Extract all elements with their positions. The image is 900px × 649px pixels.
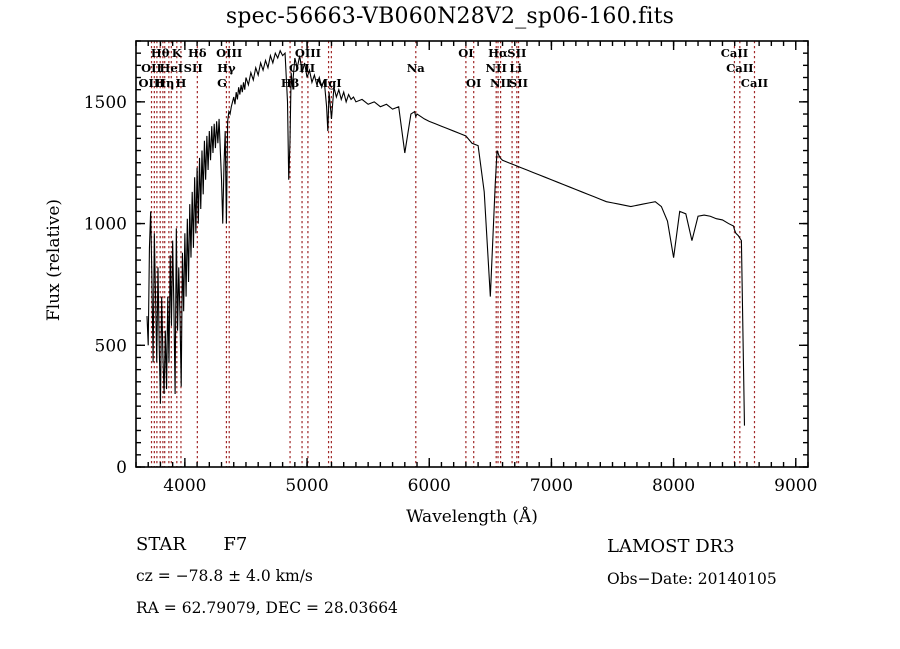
y-tick-label: 500	[95, 336, 127, 356]
y-tick-label: 1500	[84, 93, 127, 113]
line-id-label: OI	[458, 46, 473, 60]
line-id-label: Hθ	[151, 46, 170, 60]
line-id-label: SII	[184, 61, 203, 75]
line-id-label: K	[172, 46, 183, 60]
line-id-label: CaII	[741, 76, 768, 90]
line-id-label: SII	[507, 46, 526, 60]
footer-info: STAR F7 cz = −78.8 ± 4.0 km/s RA = 62.79…	[0, 0, 900, 617]
redshift-velocity: cz = −78.8 ± 4.0 km/s	[136, 567, 313, 585]
line-id-label: OIII	[295, 46, 321, 60]
observation-date: Obs−Date: 20140105	[607, 570, 777, 588]
line-id-label: Hγ	[217, 61, 236, 75]
line-id-label: CaII	[721, 46, 748, 60]
spectral-class: F7	[223, 534, 248, 555]
y-axis-label: Flux (relative)	[44, 198, 64, 322]
x-tick-label: 8000	[652, 476, 695, 496]
line-id-label: HeI	[160, 61, 184, 75]
line-id-label: CaII	[726, 61, 753, 75]
line-marker-group	[150, 41, 756, 467]
line-id-label: NII	[486, 61, 507, 75]
line-id-label: H	[176, 76, 187, 90]
y-tick-label: 1000	[84, 215, 127, 235]
object-summary: STAR F7	[136, 534, 247, 555]
line-id-label: OI	[466, 76, 481, 90]
line-id-label: NII	[490, 76, 511, 90]
axis-frame	[135, 40, 809, 468]
x-tick-label: 9000	[774, 476, 817, 496]
x-axis-label: Wavelength (Å)	[406, 507, 538, 527]
line-id-label: OIII	[138, 76, 164, 90]
line-id-label: Hα	[488, 46, 508, 60]
line-id-label: G	[217, 76, 227, 90]
survey-name: LAMOST DR3	[607, 536, 735, 557]
line-id-label: OIII	[216, 46, 242, 60]
line-id-label: Na	[407, 61, 426, 75]
line-id-label: OIII	[289, 61, 315, 75]
y-tick-label: 0	[116, 458, 127, 478]
x-tick-label: 5000	[285, 476, 328, 496]
line-id-label: MgI	[315, 76, 341, 90]
plot-area: 4000 5000 6000 7000 8000 9000 0 500 1000 1500 Hθ…	[84, 40, 817, 496]
line-id-label: Hβ	[281, 76, 300, 90]
page-title: spec-56663-VB060N28V2_sp06-160.fits	[225, 4, 675, 29]
y-tick-labels: 0 500 1000 1500	[84, 93, 127, 478]
x-tick-label: 6000	[408, 476, 451, 496]
spectrum-trace	[146, 49, 746, 426]
x-tick-label: 7000	[530, 476, 573, 496]
spectrum-chart: 4000 5000 6000 7000 8000 9000 0 500 1000 1500 Hθ…	[84, 40, 817, 496]
line-id-label: OII	[141, 61, 162, 75]
line-id-label: Li	[509, 61, 522, 75]
x-tick-labels: 4000 5000 6000 7000 8000 9000	[163, 476, 817, 496]
coordinates: RA = 62.79079, DEC = 28.03664	[136, 599, 398, 617]
line-id-label: Hη	[155, 76, 174, 90]
x-tick-label: 4000	[163, 476, 206, 496]
object-type: STAR	[136, 534, 186, 555]
line-id-label: SII	[509, 76, 528, 90]
line-id-label: Hδ	[188, 46, 207, 60]
